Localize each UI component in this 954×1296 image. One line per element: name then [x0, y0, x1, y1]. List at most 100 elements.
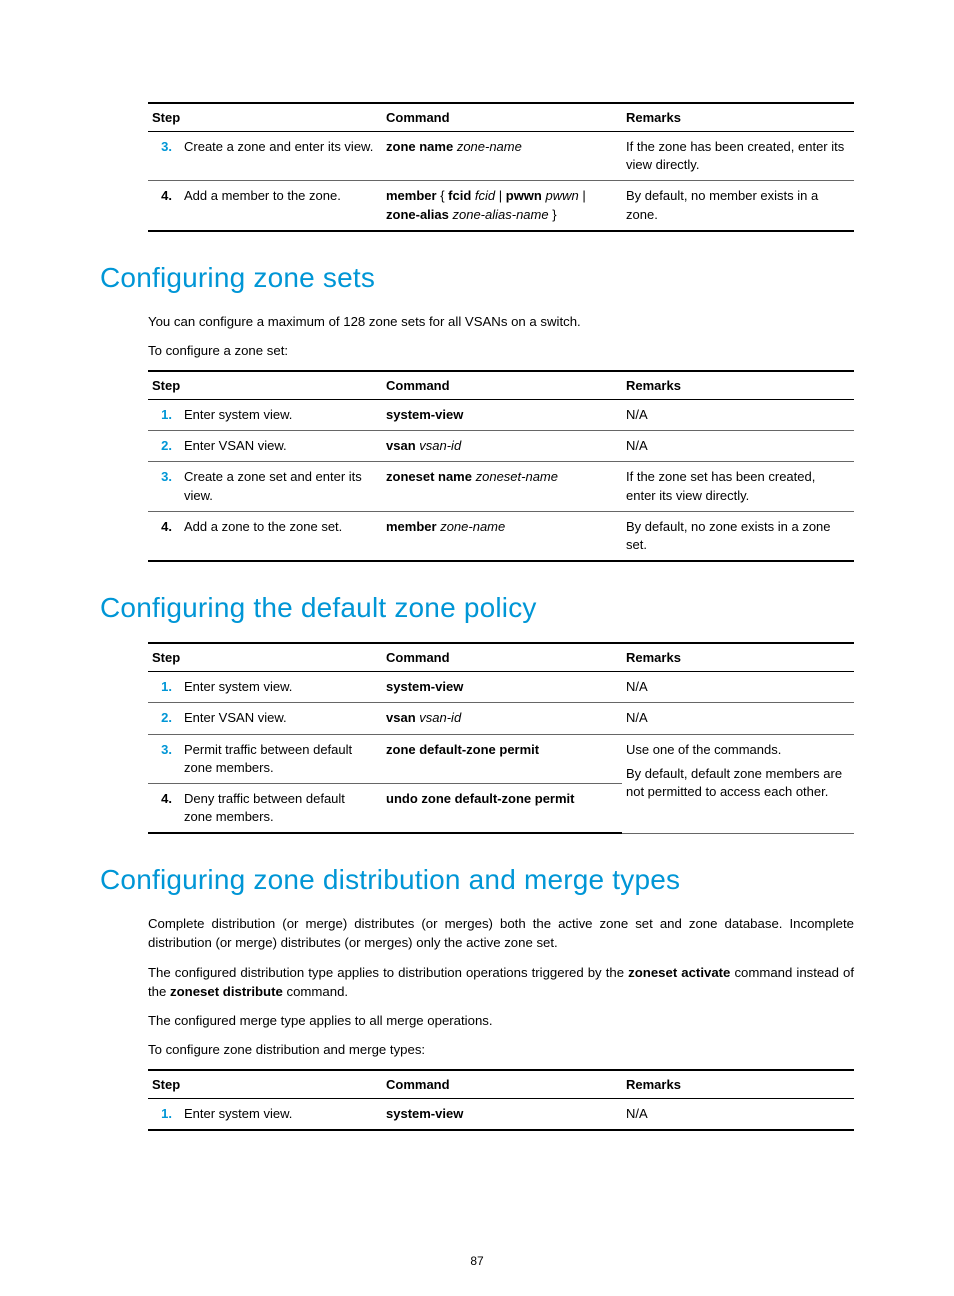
table-header-row: Step Command Remarks	[148, 643, 854, 672]
cmd-token: zone-alias	[386, 207, 449, 222]
command-name: zoneset distribute	[170, 984, 283, 999]
step-text: Permit traffic between default zone memb…	[180, 734, 382, 783]
paragraph: You can configure a maximum of 128 zone …	[148, 312, 854, 331]
command-cell: member zone-name	[382, 511, 622, 561]
heading-default-zone-policy: Configuring the default zone policy	[100, 592, 854, 624]
remarks-cell: N/A	[622, 400, 854, 431]
paragraph: Complete distribution (or merge) distrib…	[148, 914, 854, 952]
command-cell: zone default-zone permit	[382, 734, 622, 783]
cmd-token: {	[437, 188, 449, 203]
command-cell: system-view	[382, 672, 622, 703]
table-row: 4.Add a zone to the zone set.member zone…	[148, 511, 854, 561]
table-row: 1.Enter system view.system-viewN/A	[148, 1099, 854, 1131]
command-name: zoneset activate	[628, 965, 730, 980]
step-text: Create a zone and enter its view.	[180, 132, 382, 181]
cmd-token: member	[386, 188, 437, 203]
heading-dist-merge: Configuring zone distribution and merge …	[100, 864, 854, 896]
cmd-token: vsan-id	[419, 438, 461, 453]
cmd-token: vsan	[386, 438, 416, 453]
col-step: Step	[148, 371, 382, 400]
command-cell: system-view	[382, 1099, 622, 1131]
command-cell: member { fcid fcid | pwwn pwwn | zone-al…	[382, 181, 622, 231]
table-header-row: Step Command Remarks	[148, 103, 854, 132]
cmd-token: |	[495, 188, 506, 203]
cmd-token: }	[549, 207, 557, 222]
table-row: 3.Create a zone and enter its view.zone …	[148, 132, 854, 181]
step-text: Deny traffic between default zone member…	[180, 783, 382, 833]
cmd-token: zone-name	[440, 519, 505, 534]
remarks-cell: If the zone set has been created, enter …	[622, 462, 854, 511]
col-step: Step	[148, 643, 382, 672]
col-remarks: Remarks	[622, 103, 854, 132]
command-cell: undo zone default-zone permit	[382, 783, 622, 833]
remarks-cell: By default, no member exists in a zone.	[622, 181, 854, 231]
step-number: 3.	[148, 132, 180, 181]
table-zone-members: Step Command Remarks 3.Create a zone and…	[148, 102, 854, 232]
table-row: 3.Permit traffic between default zone me…	[148, 734, 854, 783]
remarks-line: By default, default zone members are not…	[626, 765, 848, 801]
step-text: Enter system view.	[180, 400, 382, 431]
cmd-token: pwwn	[506, 188, 542, 203]
cmd-token: pwwn	[545, 188, 578, 203]
paragraph: To configure zone distribution and merge…	[148, 1040, 854, 1059]
page-number: 87	[0, 1254, 954, 1268]
remarks-line: Use one of the commands.	[626, 741, 848, 759]
cmd-token: zoneset name	[386, 469, 472, 484]
step-number: 2.	[148, 703, 180, 734]
remarks-cell: If the zone has been created, enter its …	[622, 132, 854, 181]
table-header-row: Step Command Remarks	[148, 371, 854, 400]
cmd-token: vsan-id	[419, 710, 461, 725]
cmd-token: fcid	[448, 188, 471, 203]
command-cell: vsan vsan-id	[382, 703, 622, 734]
col-command: Command	[382, 371, 622, 400]
table-row: 2.Enter VSAN view.vsan vsan-idN/A	[148, 703, 854, 734]
remarks-cell: N/A	[622, 672, 854, 703]
col-step: Step	[148, 1070, 382, 1099]
paragraph: The configured distribution type applies…	[148, 963, 854, 1001]
command-cell: zone name zone-name	[382, 132, 622, 181]
step-number: 1.	[148, 1099, 180, 1131]
cmd-token: system-view	[386, 679, 463, 694]
step-number: 3.	[148, 734, 180, 783]
cmd-token: undo zone default-zone permit	[386, 791, 575, 806]
paragraph: To configure a zone set:	[148, 341, 854, 360]
cmd-token: vsan	[386, 710, 416, 725]
step-text: Add a member to the zone.	[180, 181, 382, 231]
heading-zone-sets: Configuring zone sets	[100, 262, 854, 294]
command-cell: zoneset name zoneset-name	[382, 462, 622, 511]
command-cell: system-view	[382, 400, 622, 431]
col-step: Step	[148, 103, 382, 132]
remarks-cell: N/A	[622, 431, 854, 462]
table-header-row: Step Command Remarks	[148, 1070, 854, 1099]
cmd-token: |	[579, 188, 586, 203]
table-row: 1.Enter system view.system-viewN/A	[148, 672, 854, 703]
table-row: 2.Enter VSAN view.vsan vsan-idN/A	[148, 431, 854, 462]
table-row: 1.Enter system view.system-viewN/A	[148, 400, 854, 431]
cmd-token: zone default-zone permit	[386, 742, 539, 757]
cmd-token: member	[386, 519, 437, 534]
col-command: Command	[382, 1070, 622, 1099]
cmd-token: zoneset-name	[476, 469, 558, 484]
remarks-cell: By default, no zone exists in a zone set…	[622, 511, 854, 561]
table-row: 4.Add a member to the zone.member { fcid…	[148, 181, 854, 231]
command-cell: vsan vsan-id	[382, 431, 622, 462]
step-text: Enter VSAN view.	[180, 431, 382, 462]
paragraph: The configured merge type applies to all…	[148, 1011, 854, 1030]
col-remarks: Remarks	[622, 1070, 854, 1099]
table-default-zone-policy: Step Command Remarks 1.Enter system view…	[148, 642, 854, 834]
text: The configured distribution type applies…	[148, 965, 628, 980]
cmd-token: zone name	[386, 139, 453, 154]
cmd-token: zone-alias-name	[452, 207, 548, 222]
step-text: Create a zone set and enter its view.	[180, 462, 382, 511]
step-number: 3.	[148, 462, 180, 511]
text: command.	[283, 984, 348, 999]
page: Step Command Remarks 3.Create a zone and…	[0, 0, 954, 1296]
step-number: 4.	[148, 181, 180, 231]
col-remarks: Remarks	[622, 371, 854, 400]
remarks-cell: Use one of the commands. By default, defa…	[622, 734, 854, 833]
step-text: Add a zone to the zone set.	[180, 511, 382, 561]
table-zone-sets: Step Command Remarks 1.Enter system view…	[148, 370, 854, 562]
step-number: 4.	[148, 511, 180, 561]
step-text: Enter VSAN view.	[180, 703, 382, 734]
table-dist-merge: Step Command Remarks 1.Enter system view…	[148, 1069, 854, 1131]
